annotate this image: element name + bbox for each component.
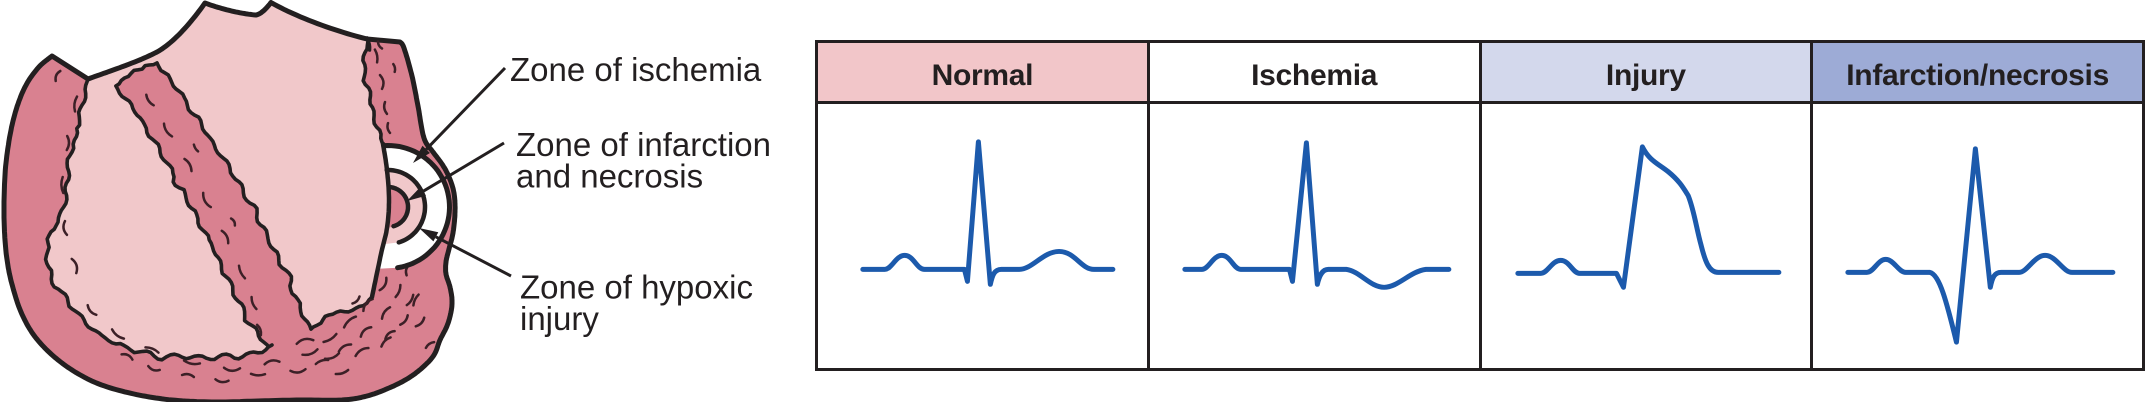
svg-text:Zone of infarction: Zone of infarction (516, 126, 771, 163)
svg-text:and necrosis: and necrosis (516, 158, 703, 195)
svg-text:Zone of hypoxic: Zone of hypoxic (520, 269, 753, 306)
svg-text:Zone of ischemia: Zone of ischemia (510, 51, 762, 88)
svg-text:injury: injury (520, 300, 599, 337)
